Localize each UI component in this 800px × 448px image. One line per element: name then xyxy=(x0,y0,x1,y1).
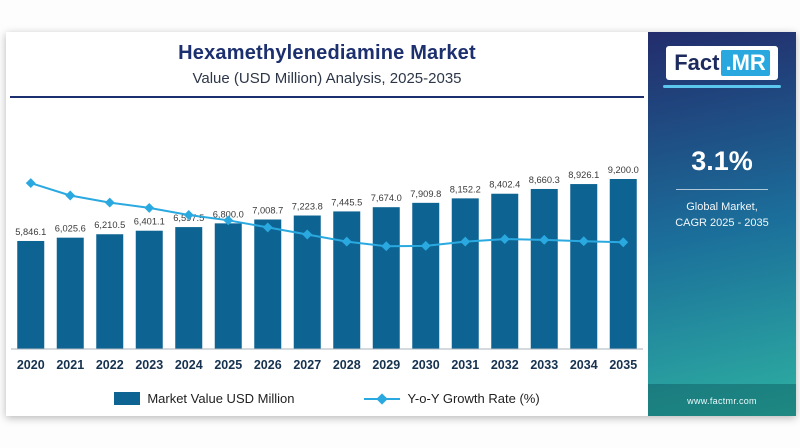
chart-header: Hexamethylenediamine Market Value (USD M… xyxy=(10,42,644,87)
x-axis-label-2035: 2035 xyxy=(609,358,637,372)
growth-marker-2024 xyxy=(183,210,194,220)
bar-value-label-2032: 8,402.4 xyxy=(489,180,520,190)
bar-2023 xyxy=(135,230,163,349)
x-axis-label-2027: 2027 xyxy=(293,358,321,372)
bar-2020 xyxy=(17,240,45,349)
legend-line-label: Y-o-Y Growth Rate (%) xyxy=(407,391,540,406)
cagr-caption: Global Market, CAGR 2025 - 2035 xyxy=(675,200,769,232)
bar-value-label-2035: 9,200.0 xyxy=(608,165,639,175)
factmr-logo: Fact .MR xyxy=(666,46,778,80)
x-axis-label-2030: 2030 xyxy=(412,358,440,372)
growth-marker-2025 xyxy=(223,215,234,226)
growth-marker-2021 xyxy=(65,190,76,201)
cagr-caption-line2: CAGR 2025 - 2035 xyxy=(675,216,769,229)
page-title: Hexamethylenediamine Market xyxy=(178,42,476,64)
bar-value-label-2026: 7,008.7 xyxy=(252,205,283,215)
bar-value-label-2021: 6,025.6 xyxy=(55,224,86,234)
bar-2032 xyxy=(491,193,519,349)
growth-marker-2034 xyxy=(578,236,589,247)
x-axis-label-2023: 2023 xyxy=(135,358,163,372)
bar-value-label-2031: 8,152.2 xyxy=(450,184,481,194)
bar-value-label-2033: 8,660.3 xyxy=(529,175,560,185)
growth-marker-2023 xyxy=(144,202,155,213)
bar-value-label-2020: 5,846.1 xyxy=(15,227,46,237)
legend-bar-label: Market Value USD Million xyxy=(147,391,295,406)
bar-value-label-2034: 8,926.1 xyxy=(568,170,599,180)
header-divider xyxy=(10,96,644,98)
x-axis-label-2034: 2034 xyxy=(570,358,598,372)
cagr-divider xyxy=(676,189,768,190)
x-axis-label-2028: 2028 xyxy=(333,358,361,372)
bar-2030 xyxy=(412,202,440,349)
growth-rate-line xyxy=(30,182,624,248)
page-subtitle: Value (USD Million) Analysis, 2025-2035 xyxy=(192,70,462,87)
bar-2021 xyxy=(56,237,84,349)
x-axis-label-2020: 2020 xyxy=(17,358,45,372)
bar-2022 xyxy=(96,234,124,349)
x-axis-label-2032: 2032 xyxy=(491,358,519,372)
logo-text-mr: .MR xyxy=(721,50,770,76)
growth-marker-2035 xyxy=(618,237,629,248)
legend-item-growth-rate: Y-o-Y Growth Rate (%) xyxy=(364,391,540,406)
logo-text-fact: Fact xyxy=(674,50,720,75)
bar-2026 xyxy=(254,219,282,349)
bar-line-chart: 5,846.1 2020 6,025.6 2021 6,210.5 2022 6,401.1… xyxy=(10,100,644,385)
cagr-caption-line1: Global Market, xyxy=(686,201,758,213)
x-axis-label-2029: 2029 xyxy=(372,358,400,372)
logo-underline xyxy=(663,85,781,88)
bar-value-label-2025: 6,800.0 xyxy=(213,209,244,219)
chart-card: Hexamethylenediamine Market Value (USD M… xyxy=(6,32,796,416)
bar-2025 xyxy=(214,223,242,349)
chart-svg: 5,846.1 2020 6,025.6 2021 6,210.5 2022 6,401.1… xyxy=(11,165,643,372)
line-swatch-icon xyxy=(364,392,401,405)
brand-sidebar: Fact .MR 3.1% Global Market, CAGR 2025 -… xyxy=(648,32,796,416)
chart-legend: Market Value USD Million Y-o-Y Growth Ra… xyxy=(10,385,644,410)
legend-item-market-value: Market Value USD Million xyxy=(114,391,294,406)
bar-value-label-2023: 6,401.1 xyxy=(134,217,165,227)
bar-value-label-2028: 7,445.5 xyxy=(331,197,362,207)
x-axis-label-2025: 2025 xyxy=(214,358,242,372)
growth-marker-2033 xyxy=(539,234,550,245)
bar-2024 xyxy=(175,227,203,349)
bar-2033 xyxy=(530,188,558,349)
bar-value-label-2022: 6,210.5 xyxy=(94,220,125,230)
x-axis-label-2024: 2024 xyxy=(175,358,203,372)
website-link[interactable]: www.factmr.com xyxy=(687,396,757,406)
bar-2031 xyxy=(451,198,479,349)
bar-2034 xyxy=(570,184,598,349)
bar-value-label-2029: 7,674.0 xyxy=(371,193,402,203)
x-axis-label-2031: 2031 xyxy=(451,358,479,372)
bar-value-label-2030: 7,909.8 xyxy=(410,189,441,199)
bar-swatch-icon xyxy=(114,392,141,405)
x-axis-label-2033: 2033 xyxy=(530,358,558,372)
bar-2029 xyxy=(372,207,400,349)
bar-value-label-2027: 7,223.8 xyxy=(292,202,323,212)
bar-2035 xyxy=(609,179,637,349)
x-axis-label-2022: 2022 xyxy=(96,358,124,372)
cagr-value: 3.1% xyxy=(691,146,753,176)
x-axis-label-2026: 2026 xyxy=(254,358,282,372)
growth-marker-2020 xyxy=(25,178,36,189)
growth-marker-2022 xyxy=(104,197,115,208)
website-band: www.factmr.com xyxy=(648,384,796,416)
x-axis-label-2021: 2021 xyxy=(56,358,84,372)
bar-2028 xyxy=(333,211,361,349)
chart-panel: Hexamethylenediamine Market Value (USD M… xyxy=(6,32,648,416)
